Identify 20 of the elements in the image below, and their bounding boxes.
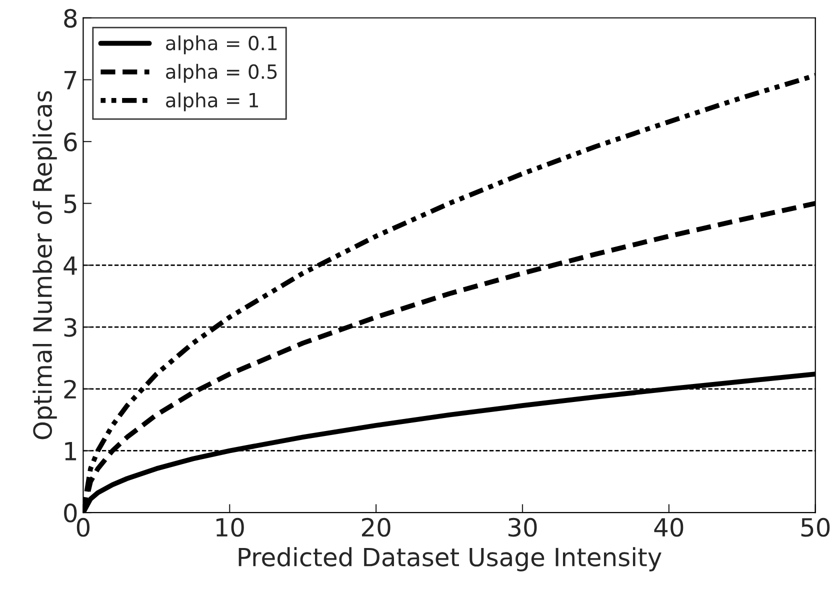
x-tick-label: 30 <box>508 518 537 537</box>
x-tick-label: 20 <box>362 518 390 537</box>
x-tick-label: 10 <box>216 518 244 537</box>
x-tick-label: 50 <box>801 518 830 537</box>
y-tick-label: 8 <box>64 8 77 28</box>
x-axis-title: Predicted Dataset Usage Intensity <box>238 547 662 572</box>
y-tick-label: 5 <box>64 194 76 214</box>
y-tick-label: 3 <box>64 318 76 337</box>
y-tick-label: 7 <box>64 70 76 90</box>
y-tick-label: 2 <box>64 380 76 398</box>
legend-label: alpha = 0.5 <box>166 64 277 83</box>
y-tick-label: 6 <box>64 132 77 152</box>
legend-label: alpha = 0.1 <box>166 35 277 54</box>
y-tick-label: 1 <box>65 442 76 460</box>
x-tick-label: 40 <box>654 518 684 537</box>
y-tick-label: 4 <box>64 256 77 275</box>
x-tick-label: 0 <box>76 518 90 537</box>
y-tick-label: 0 <box>64 504 77 522</box>
y-axis-title: Optimal Number of Replicas <box>32 91 57 440</box>
legend-label: alpha = 1 <box>166 92 258 112</box>
